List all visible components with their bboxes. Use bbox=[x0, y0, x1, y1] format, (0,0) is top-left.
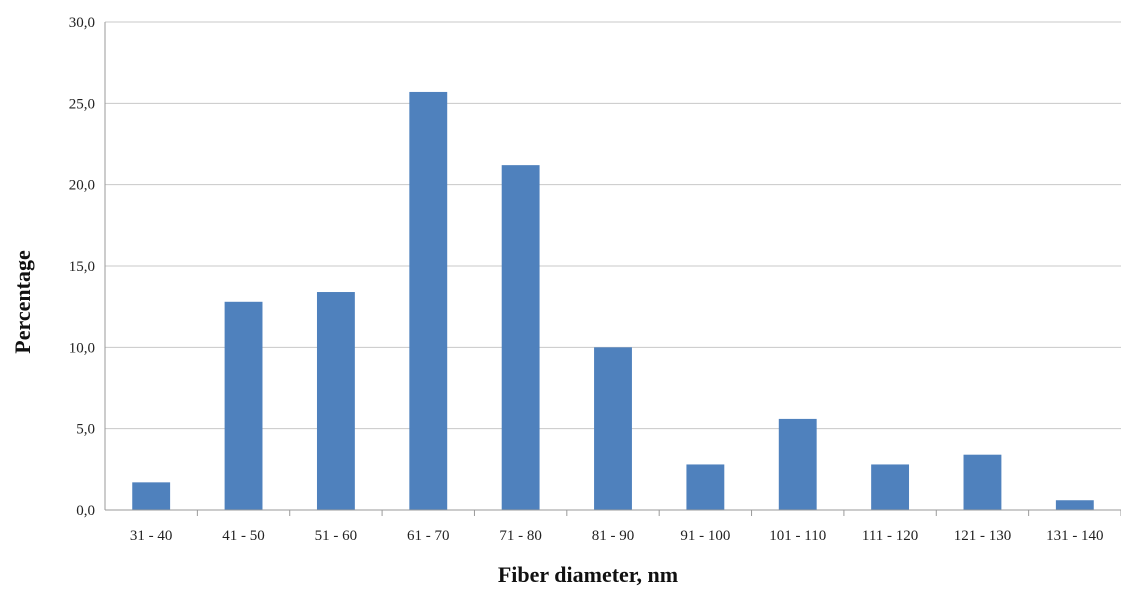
x-tick-label: 101 - 110 bbox=[769, 528, 826, 544]
bar bbox=[316, 292, 355, 510]
x-tick-label: 41 - 50 bbox=[222, 528, 265, 544]
axes bbox=[104, 22, 1121, 516]
bar bbox=[594, 347, 632, 510]
x-tick-labels: 31 - 40 41 - 50 51 - 60 61 - 70 71 - 80 81 - … bbox=[130, 528, 1104, 544]
bar bbox=[409, 91, 448, 511]
x-tick-label: 71 - 80 bbox=[499, 528, 542, 544]
y-tick-label: 20,0 bbox=[69, 178, 95, 194]
y-tick-label: 25,0 bbox=[69, 96, 95, 112]
y-tick-labels: 0,0 5,0 10,0 15,0 20,0 25,0 30,0 bbox=[69, 15, 95, 519]
x-tick-label: 51 - 60 bbox=[315, 528, 358, 544]
x-tick-label: 111 - 120 bbox=[862, 528, 918, 544]
gridlines bbox=[105, 21, 1121, 430]
y-tick-label: 5,0 bbox=[76, 422, 95, 438]
y-tick-label: 0,0 bbox=[76, 503, 95, 519]
x-tick-label: 131 - 140 bbox=[1046, 528, 1104, 544]
bar bbox=[132, 482, 171, 510]
y-tick-label: 15,0 bbox=[69, 259, 95, 275]
bar bbox=[686, 464, 725, 510]
bar bbox=[871, 464, 910, 510]
y-tick-label: 10,0 bbox=[69, 340, 95, 356]
x-tick-label: 91 - 100 bbox=[680, 528, 730, 544]
bar bbox=[501, 165, 540, 510]
bar bbox=[778, 418, 817, 510]
bars bbox=[132, 91, 1094, 511]
x-tick-label: 61 - 70 bbox=[407, 528, 450, 544]
y-axis-title: Percentage bbox=[10, 250, 35, 354]
x-tick-label: 81 - 90 bbox=[592, 528, 635, 544]
bar bbox=[963, 454, 1002, 510]
x-tick-label: 31 - 40 bbox=[130, 528, 173, 544]
x-tick-label: 121 - 130 bbox=[954, 528, 1012, 544]
x-axis-title: Fiber diameter, nm bbox=[498, 562, 678, 587]
bar bbox=[224, 301, 263, 510]
y-tick-label: 30,0 bbox=[69, 15, 95, 31]
bar bbox=[1055, 500, 1094, 510]
